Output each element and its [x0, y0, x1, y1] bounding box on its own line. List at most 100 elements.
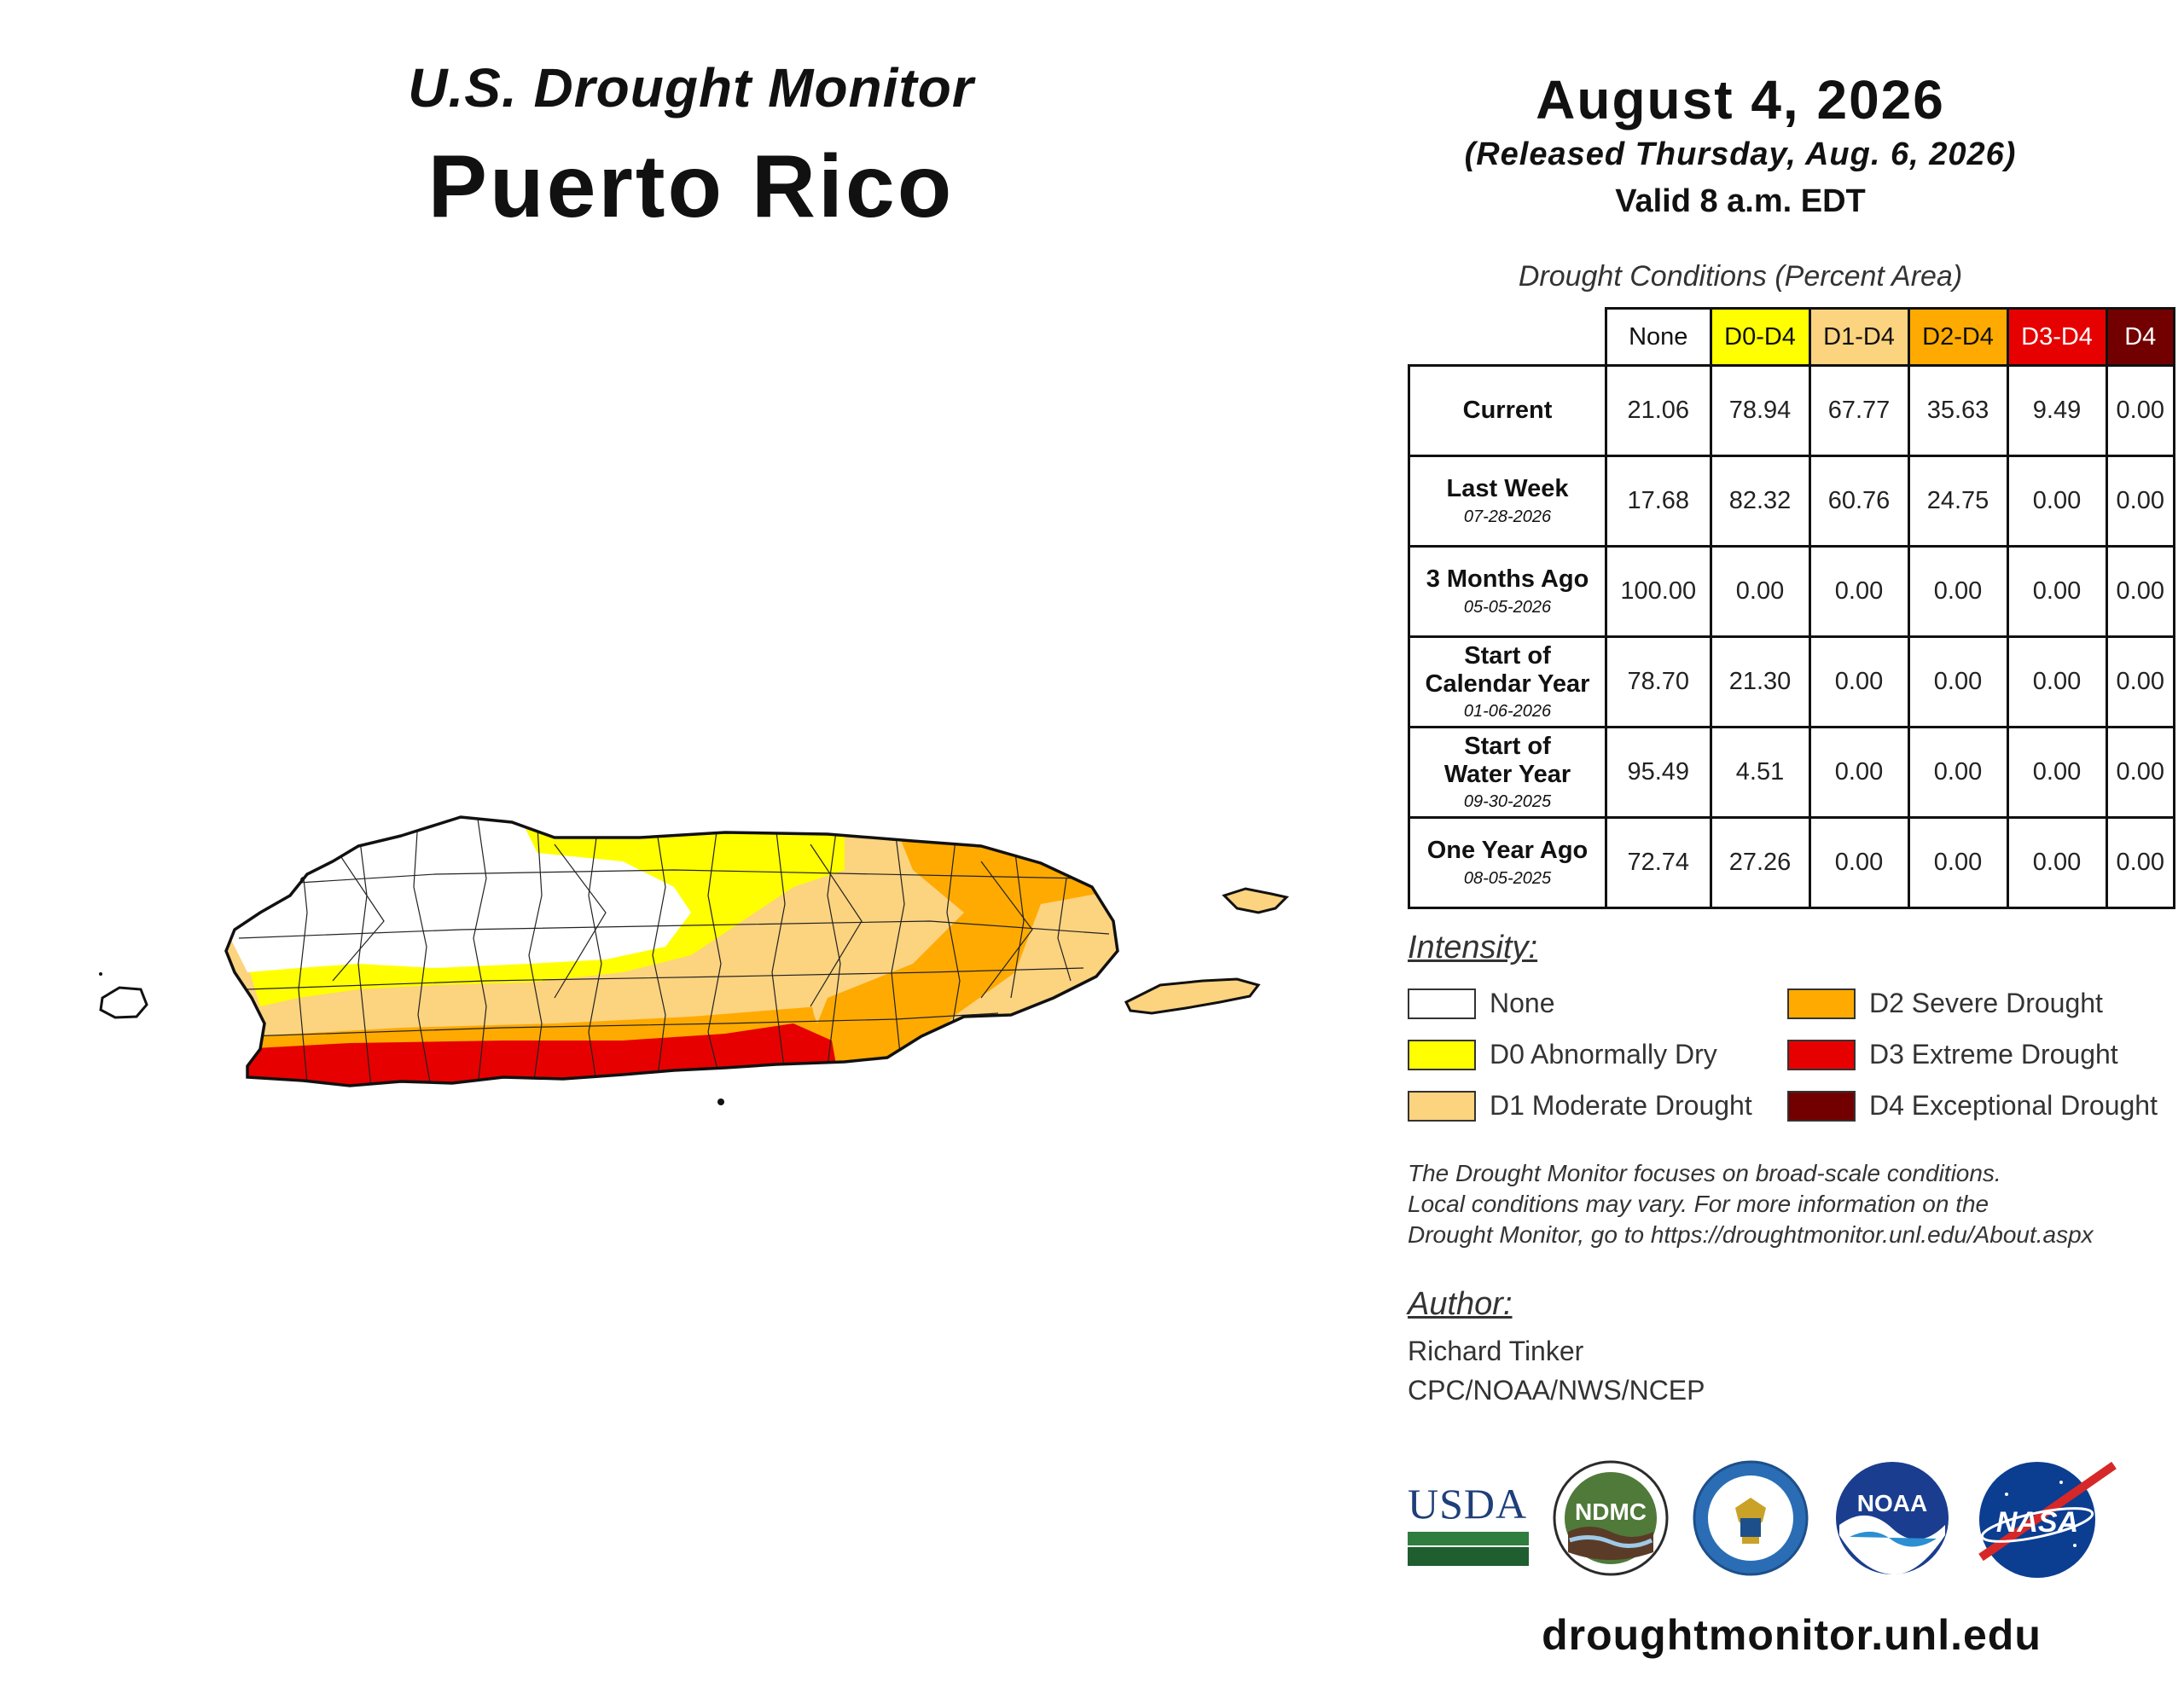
cell-value: 0.00: [1907, 726, 2009, 819]
cell-value: 100.00: [1605, 545, 1712, 638]
row-date: 07-28-2026: [1463, 507, 1552, 526]
cell-value: 60.76: [1808, 455, 1910, 548]
row-date: 05-05-2026: [1463, 597, 1552, 617]
cell-value: 0.00: [2006, 816, 2108, 909]
cell-value: 0.00: [1907, 816, 2009, 909]
row-label-text: Start of: [1464, 641, 1551, 670]
mona-island: [99, 986, 148, 1019]
legend-swatch-d3: [1787, 1039, 1856, 1070]
cell-value: 0.00: [1808, 635, 1910, 728]
col-d1-d4: D1-D4: [1808, 307, 1910, 367]
table-header-row: None D0-D4 D1-D4 D2-D4 D3-D4 D4: [1409, 307, 2176, 367]
row-label: Start of Water Year 09-30-2025: [1408, 726, 1607, 819]
legend-swatch-none: [1408, 988, 1476, 1019]
noaa-logo-text: NOAA: [1857, 1490, 1927, 1516]
table-row: 3 Months Ago 05-05-2026 100.00 0.00 0.00 0.00…: [1408, 545, 2176, 638]
legend-title: Intensity:: [1408, 930, 1538, 965]
legend-swatch-d1: [1408, 1090, 1476, 1122]
table-corner: [1409, 308, 1607, 367]
row-label: 3 Months Ago 05-05-2026: [1408, 545, 1607, 638]
legend-swatch-d4: [1787, 1090, 1856, 1122]
table-row: Start of Calendar Year 01-06-2026 78.70 21.3…: [1408, 635, 2176, 728]
disclaimer: The Drought Monitor focuses on broad-sca…: [1408, 1158, 2175, 1250]
table-row: Start of Water Year 09-30-2025 95.49 4.51 0.0…: [1408, 726, 2176, 819]
legend-label-d0: D0 Abnormally Dry: [1490, 1039, 1717, 1070]
row-label-text: 3 Months Ago: [1426, 565, 1589, 594]
caja-de-muerto-island: [717, 1099, 724, 1105]
cell-value: 0.00: [1808, 726, 1910, 819]
row-label-text: Current: [1462, 396, 1553, 424]
row-label-text-2: Water Year: [1443, 761, 1571, 788]
legend-item-d1: D1 Moderate Drought: [1408, 1090, 1752, 1122]
nasa-logo-text: NASA: [1996, 1506, 2078, 1539]
drought-map: [99, 815, 1289, 1105]
col-d3-d4: D3-D4: [2006, 307, 2108, 367]
legend-label-d3: D3 Extreme Drought: [1869, 1039, 2118, 1070]
cell-value: 72.74: [1605, 816, 1712, 909]
row-date: 08-05-2025: [1463, 868, 1552, 888]
zone-d1-inner: [256, 988, 819, 1036]
legend-item-d4: D4 Exceptional Drought: [1787, 1090, 2158, 1122]
cell-value: 0.00: [1907, 635, 2009, 728]
commerce-logo: [1693, 1460, 1809, 1576]
disclaimer-line-1: The Drought Monitor focuses on broad-sca…: [1408, 1160, 2001, 1186]
noaa-logo: NOAA: [1836, 1462, 1949, 1575]
legend-label-none: None: [1490, 988, 1555, 1018]
usda-logo-text: USDA: [1408, 1480, 1528, 1528]
table-row: Last Week 07-28-2026 17.68 82.32 60.76 24.75 0…: [1408, 455, 2176, 548]
col-none: None: [1605, 307, 1712, 367]
col-d0-d4: D0-D4: [1709, 307, 1811, 367]
row-label-text-2: Calendar Year: [1425, 670, 1590, 698]
website-url[interactable]: droughtmonitor.unl.edu: [1542, 1611, 2042, 1659]
cell-value: 0.00: [1808, 816, 1910, 909]
row-label: One Year Ago 08-05-2025: [1408, 816, 1607, 909]
cell-value: 0.00: [2105, 635, 2176, 728]
cell-value: 21.06: [1605, 364, 1712, 457]
ndmc-logo-text: NDMC: [1575, 1499, 1647, 1525]
legend-label-d4: D4 Exceptional Drought: [1869, 1090, 2158, 1121]
usda-logo: USDA: [1408, 1482, 1529, 1566]
cell-value: 0.00: [2105, 816, 2176, 909]
row-label: Start of Calendar Year 01-06-2026: [1408, 635, 1607, 728]
vieques-island: [1124, 977, 1261, 1015]
cell-value: 78.94: [1709, 364, 1811, 457]
row-label: Last Week 07-28-2026: [1408, 455, 1607, 548]
cell-value: 0.00: [1709, 545, 1811, 638]
cell-value: 24.75: [1907, 455, 2009, 548]
table-caption: Drought Conditions (Percent Area): [1518, 260, 1963, 293]
row-label: Current: [1408, 364, 1607, 457]
cell-value: 0.00: [2006, 455, 2108, 548]
author-title: Author:: [1408, 1286, 1513, 1322]
disclaimer-line-2: Local conditions may vary. For more info…: [1408, 1191, 1989, 1217]
cell-value: 35.63: [1907, 364, 2009, 457]
cell-value: 9.49: [2006, 364, 2108, 457]
row-date: 01-06-2026: [1463, 702, 1552, 722]
cell-value: 4.51: [1709, 726, 1811, 819]
cell-value: 0.00: [2006, 726, 2108, 819]
puerto-rico-outline: [224, 815, 1119, 1087]
cell-value: 78.70: [1605, 635, 1712, 728]
cell-value: 0.00: [2105, 455, 2176, 548]
row-date: 09-30-2025: [1463, 792, 1552, 812]
row-label-text: Last Week: [1446, 475, 1569, 503]
release-date: (Released Thursday, Aug. 6, 2026): [1464, 136, 2017, 172]
legend-item-d2: D2 Severe Drought: [1787, 988, 2103, 1019]
legend-item-d3: D3 Extreme Drought: [1787, 1039, 2118, 1070]
table-row: One Year Ago 08-05-2025 72.74 27.26 0.00 0.00…: [1408, 816, 2176, 909]
cell-value: 0.00: [1907, 545, 2009, 638]
valid-time: Valid 8 a.m. EDT: [1615, 183, 1866, 219]
legend-item-d0: D0 Abnormally Dry: [1408, 1039, 1717, 1070]
col-d4: D4: [2105, 307, 2176, 367]
author-org: CPC/NOAA/NWS/NCEP: [1408, 1375, 1705, 1406]
legend-label-d2: D2 Severe Drought: [1869, 988, 2103, 1018]
cell-value: 0.00: [2006, 635, 2108, 728]
monitor-title: U.S. Drought Monitor: [408, 57, 974, 119]
cell-value: 95.49: [1605, 726, 1712, 819]
cell-value: 0.00: [2105, 726, 2176, 819]
col-d2-d4: D2-D4: [1907, 307, 2009, 367]
table-row: Current 21.06 78.94 67.77 35.63 9.49 0.00: [1408, 364, 2176, 457]
cell-value: 21.30: [1709, 635, 1811, 728]
ndmc-logo: NDMC: [1553, 1460, 1669, 1576]
nasa-logo: NASA: [1978, 1461, 2117, 1578]
cell-value: 0.00: [2105, 364, 2176, 457]
